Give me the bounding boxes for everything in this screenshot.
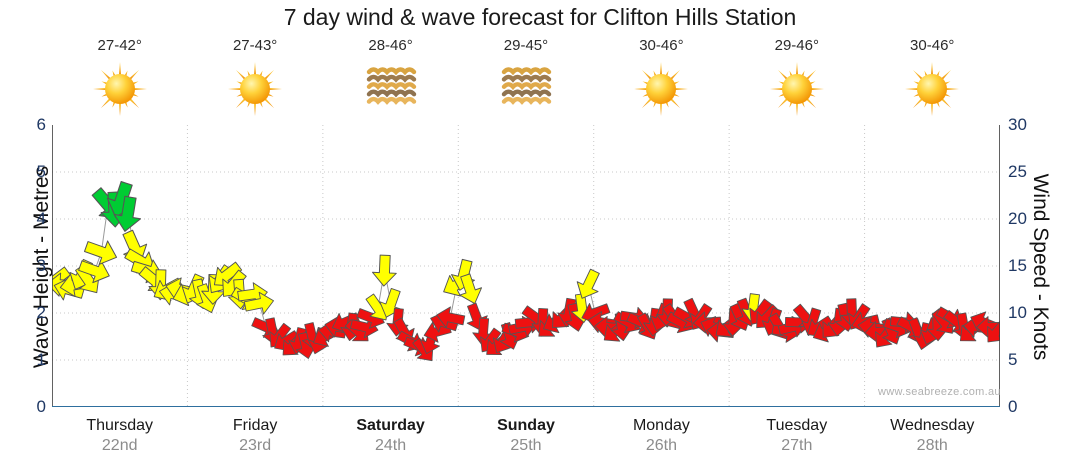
y-axis-right-tick: 30 xyxy=(1008,115,1027,134)
day-temperature-range: 30-46° xyxy=(639,37,684,54)
wind-arrow xyxy=(436,306,466,329)
day-header-tuesday: 29-46° xyxy=(729,38,864,124)
day-date: 26th xyxy=(645,437,677,454)
day-date: 22nd xyxy=(101,437,138,454)
y-axis-right-tick: 20 xyxy=(1008,209,1027,228)
y-axis-right-tick: 25 xyxy=(1008,162,1027,181)
sun-icon xyxy=(88,60,152,118)
y-axis-left-tick: 3 xyxy=(36,256,46,275)
dust-icon xyxy=(359,60,423,118)
y-axis-right-tick: 15 xyxy=(1008,256,1027,275)
day-name: Wednesday xyxy=(890,417,975,434)
day-label-monday: Monday 26th xyxy=(594,416,729,472)
day-name: Friday xyxy=(232,417,278,434)
y-axis-left-tick: 5 xyxy=(36,162,46,181)
wind-arrow xyxy=(987,318,1000,343)
day-temperature-range: 27-43° xyxy=(232,37,278,54)
day-temperature-range: 30-46° xyxy=(910,37,955,54)
day-temperature-range: 29-46° xyxy=(774,37,819,54)
day-header-strip: 27-42° 27-43° xyxy=(52,38,1000,124)
day-temperature-range: 29-45° xyxy=(503,37,549,54)
day-label-saturday: Saturday 24th xyxy=(323,416,458,472)
sun-icon xyxy=(900,60,964,118)
day-footer-strip: Thursday 22nd Friday 23rd Saturday 24th Sunday… xyxy=(52,416,1000,472)
y-axis-right-tick: 5 xyxy=(1008,350,1018,369)
day-name: Tuesday xyxy=(766,417,828,434)
day-label-friday: Friday 23rd xyxy=(187,416,322,472)
day-header-sunday: 29-45° xyxy=(458,38,593,124)
y-axis-left-tick: 4 xyxy=(36,209,46,228)
dust-icon xyxy=(494,60,558,118)
wind-arrow-series xyxy=(52,125,1000,407)
day-header-friday: 27-43° xyxy=(187,38,322,124)
wind-arrow xyxy=(459,273,482,305)
y-axis-left-tick: 0 xyxy=(36,397,46,416)
wind-arrow xyxy=(83,240,118,265)
day-label-tuesday: Tuesday 27th xyxy=(729,416,864,472)
day-name: Sunday xyxy=(497,417,555,434)
day-temperature-range: 27-42° xyxy=(97,37,142,54)
day-date: 25th xyxy=(510,437,542,454)
day-header-monday: 30-46° xyxy=(594,38,729,124)
y-axis-left-tick: 1 xyxy=(36,350,46,369)
day-date: 23rd xyxy=(239,437,272,454)
day-date: 24th xyxy=(374,437,407,454)
page-title: 7 day wind & wave forecast for Clifton H… xyxy=(283,4,797,30)
day-label-sunday: Sunday 25th xyxy=(458,416,593,472)
day-label-thursday: Thursday 22nd xyxy=(52,416,187,472)
day-date: 28th xyxy=(916,437,948,454)
day-name: Thursday xyxy=(86,417,154,434)
wind-arrow xyxy=(372,254,397,287)
day-date: 27th xyxy=(781,437,813,454)
day-label-wednesday: Wednesday 28th xyxy=(865,416,1000,472)
day-name: Saturday xyxy=(356,417,425,434)
day-header-saturday: 28-46° xyxy=(323,38,458,124)
day-header-thursday: 27-42° xyxy=(52,38,187,124)
day-temperature-range: 28-46° xyxy=(368,37,413,54)
y-axis-left-tick: 6 xyxy=(36,115,46,134)
plot-area xyxy=(52,125,1000,407)
y-axis-right-tick: 10 xyxy=(1008,303,1027,322)
sun-icon xyxy=(765,60,829,118)
wind-arrow xyxy=(576,268,600,299)
y-axis-right-tick: 0 xyxy=(1008,397,1018,416)
y-axis-left-tick: 2 xyxy=(36,303,46,322)
wind-arrow xyxy=(113,195,142,232)
sun-icon xyxy=(223,60,287,118)
day-name: Monday xyxy=(632,417,690,434)
sun-icon xyxy=(629,60,693,118)
wind-arrow xyxy=(243,291,274,315)
site-watermark: www.seabreeze.com.au xyxy=(878,386,1001,398)
day-header-wednesday: 30-46° xyxy=(865,38,1000,124)
